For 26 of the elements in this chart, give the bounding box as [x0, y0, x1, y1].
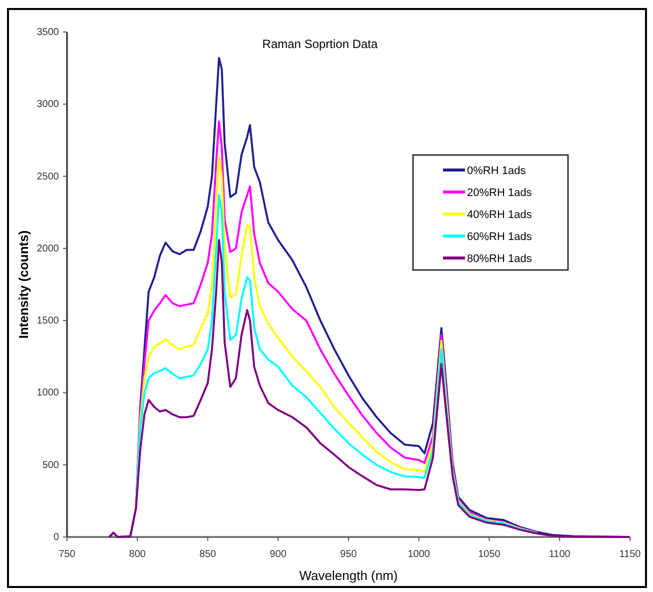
y-tick-label: 1000 — [36, 388, 60, 399]
y-tick-label: 0 — [53, 532, 60, 543]
legend-label: 40%RH 1ads — [467, 209, 532, 221]
x-tick-label: 800 — [129, 549, 146, 560]
y-axis-title: Intensity (counts) — [16, 230, 31, 339]
y-tick-label: 2500 — [36, 171, 60, 182]
legend-label: 0%RH 1ads — [467, 165, 526, 177]
chart-title: Raman Soprtion Data — [262, 37, 378, 51]
x-tick-label: 750 — [58, 549, 76, 560]
legend-label: 60%RH 1ads — [467, 231, 532, 243]
line-series — [108, 239, 631, 538]
x-tick-label: 1100 — [548, 549, 571, 560]
y-tick-label: 500 — [42, 460, 60, 471]
x-axis-title: Wavelength (nm) — [299, 568, 398, 583]
x-tick-label: 850 — [199, 549, 217, 560]
y-tick-label: 2000 — [36, 243, 60, 254]
legend-label: 20%RH 1ads — [467, 187, 532, 199]
y-tick-label: 3000 — [36, 99, 60, 110]
y-tick-label: 3500 — [36, 27, 60, 38]
x-tick-label: 1150 — [619, 549, 642, 560]
y-tick-label: 1500 — [36, 316, 60, 327]
x-tick-label: 1050 — [478, 549, 501, 560]
x-tick-label: 1000 — [408, 549, 430, 560]
x-tick-label: 900 — [270, 549, 287, 560]
x-tick-label: 950 — [340, 549, 358, 560]
legend-label: 80%RH 1ads — [467, 253, 532, 265]
